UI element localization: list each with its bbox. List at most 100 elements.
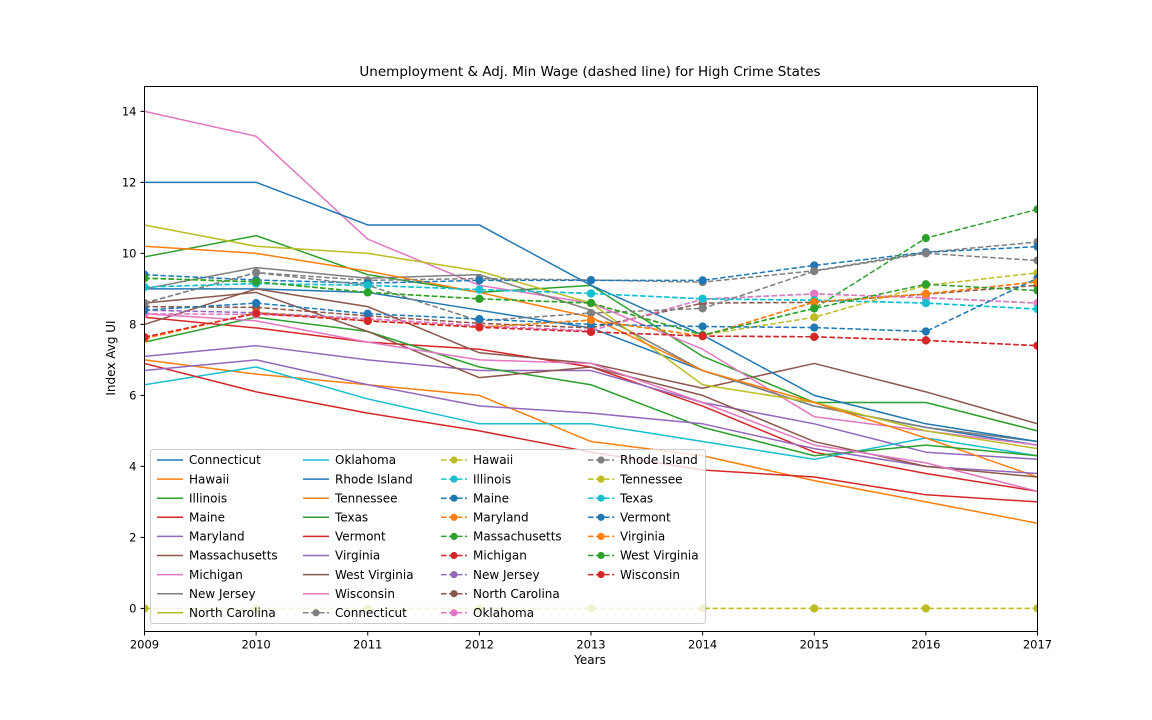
legend-marker xyxy=(597,551,605,560)
x-tick-label: 2009 xyxy=(130,638,159,652)
legend-label: North Carolina xyxy=(473,587,560,601)
legend-marker xyxy=(450,513,458,521)
legend-label: Maine xyxy=(473,491,509,505)
x-axis: 2009 2010 2011 2012 2013 2014 2015 2016 2017 xyxy=(130,631,1052,652)
chart-title: Unemployment & Adj. Min Wage (dashed lin… xyxy=(359,64,820,80)
legend-item: Rhode Island xyxy=(588,453,698,467)
series-line xyxy=(144,366,1038,461)
data-point xyxy=(586,327,596,336)
legend-item: Texas xyxy=(588,491,653,505)
y-tick-label: 4 xyxy=(129,459,136,473)
legend-marker xyxy=(450,494,458,502)
data-point xyxy=(144,333,149,342)
y-tick-label: 2 xyxy=(129,530,136,544)
legend-item: New Jersey xyxy=(441,568,540,582)
y-tick-label: 12 xyxy=(122,175,137,189)
series-line xyxy=(144,291,1038,478)
data-point xyxy=(586,308,596,318)
legend-item: Oklahoma xyxy=(441,606,534,620)
data-point xyxy=(252,268,261,277)
legend-item: Connecticut xyxy=(157,453,261,467)
legend-item: Hawaii xyxy=(157,472,229,486)
series-line xyxy=(144,277,1038,333)
data-point xyxy=(586,289,596,298)
data-point xyxy=(698,294,707,303)
data-point xyxy=(252,298,261,308)
legend-label: Wisconsin xyxy=(335,587,395,601)
x-tick-label: 2014 xyxy=(688,638,717,652)
legend-item: Oklahoma xyxy=(303,453,396,467)
data-point xyxy=(810,332,819,341)
data-point xyxy=(1033,205,1038,214)
data-point xyxy=(810,304,819,313)
data-point xyxy=(144,306,149,315)
data-point xyxy=(1033,256,1038,265)
legend-label: North Carolina xyxy=(189,606,276,620)
data-point xyxy=(1033,604,1038,613)
data-point xyxy=(1033,341,1038,350)
data-point xyxy=(921,327,930,336)
legend-label: West Virginia xyxy=(620,549,699,563)
legend-item: Tennessee xyxy=(588,472,683,486)
legend-label: Texas xyxy=(334,511,368,525)
legend-label: Vermont xyxy=(335,530,386,544)
legend-label: Hawaii xyxy=(189,472,229,486)
series-unemployment-wisconsin xyxy=(144,312,1038,492)
data-point xyxy=(475,294,484,303)
legend-label: Maryland xyxy=(189,530,245,544)
data-point xyxy=(698,276,707,285)
legend-item: Tennessee xyxy=(303,491,398,505)
legend-box xyxy=(150,449,706,624)
legend-item: Rhode Island xyxy=(303,472,413,486)
series-unemployment-texas xyxy=(144,316,1038,457)
x-tick-label: 2011 xyxy=(353,638,382,652)
legend-item: West Virginia xyxy=(303,568,414,582)
legend-label: Maine xyxy=(189,511,225,525)
legend-label: Virginia xyxy=(620,530,665,544)
data-point xyxy=(698,322,707,331)
legend-marker xyxy=(597,513,605,521)
series-unemployment-oklahoma xyxy=(144,366,1038,461)
legend-item: Wisconsin xyxy=(303,587,395,601)
data-point xyxy=(921,280,930,289)
data-point xyxy=(475,323,484,332)
x-tick-label: 2016 xyxy=(911,638,940,652)
legend-label: Connecticut xyxy=(335,606,407,620)
legend-label: Oklahoma xyxy=(335,453,396,467)
series-line xyxy=(144,181,1038,443)
series-min-wage-wisconsin xyxy=(144,309,1038,350)
series-line xyxy=(144,359,1038,475)
data-point xyxy=(363,288,372,297)
x-axis-label: Years xyxy=(573,653,606,667)
legend-item: North Carolina xyxy=(157,606,276,620)
series-line xyxy=(144,245,1038,284)
legend-item: Massachusetts xyxy=(441,530,562,544)
data-point xyxy=(1033,305,1038,314)
legend-label: New Jersey xyxy=(473,568,540,582)
legend-item: Connecticut xyxy=(303,606,407,620)
data-point xyxy=(1033,298,1038,308)
y-tick-label: 0 xyxy=(129,601,136,615)
legend-label: Texas xyxy=(619,491,653,505)
legend-marker xyxy=(597,456,605,464)
legend-marker xyxy=(450,532,458,541)
legend-item: Maryland xyxy=(441,511,529,525)
series-unemployment-rhode-island xyxy=(144,181,1038,443)
legend-item: New Jersey xyxy=(157,587,256,601)
legend-marker xyxy=(450,456,458,464)
legend-label: Massachusetts xyxy=(473,530,562,544)
series-line xyxy=(144,344,1038,461)
x-tick-label: 2012 xyxy=(465,638,494,652)
y-tick-label: 10 xyxy=(122,246,137,260)
legend-item: Maryland xyxy=(157,530,245,544)
x-tick-label: 2015 xyxy=(800,638,829,652)
legend-marker xyxy=(450,475,458,483)
legend-marker xyxy=(450,609,458,617)
y-axis-label: Index Avg UI xyxy=(104,320,118,395)
data-point xyxy=(810,604,819,613)
legend-item: Michigan xyxy=(441,549,527,563)
legend-item: West Virginia xyxy=(588,549,699,563)
legend-label: Vermont xyxy=(620,511,671,525)
plot-area xyxy=(144,86,1038,632)
